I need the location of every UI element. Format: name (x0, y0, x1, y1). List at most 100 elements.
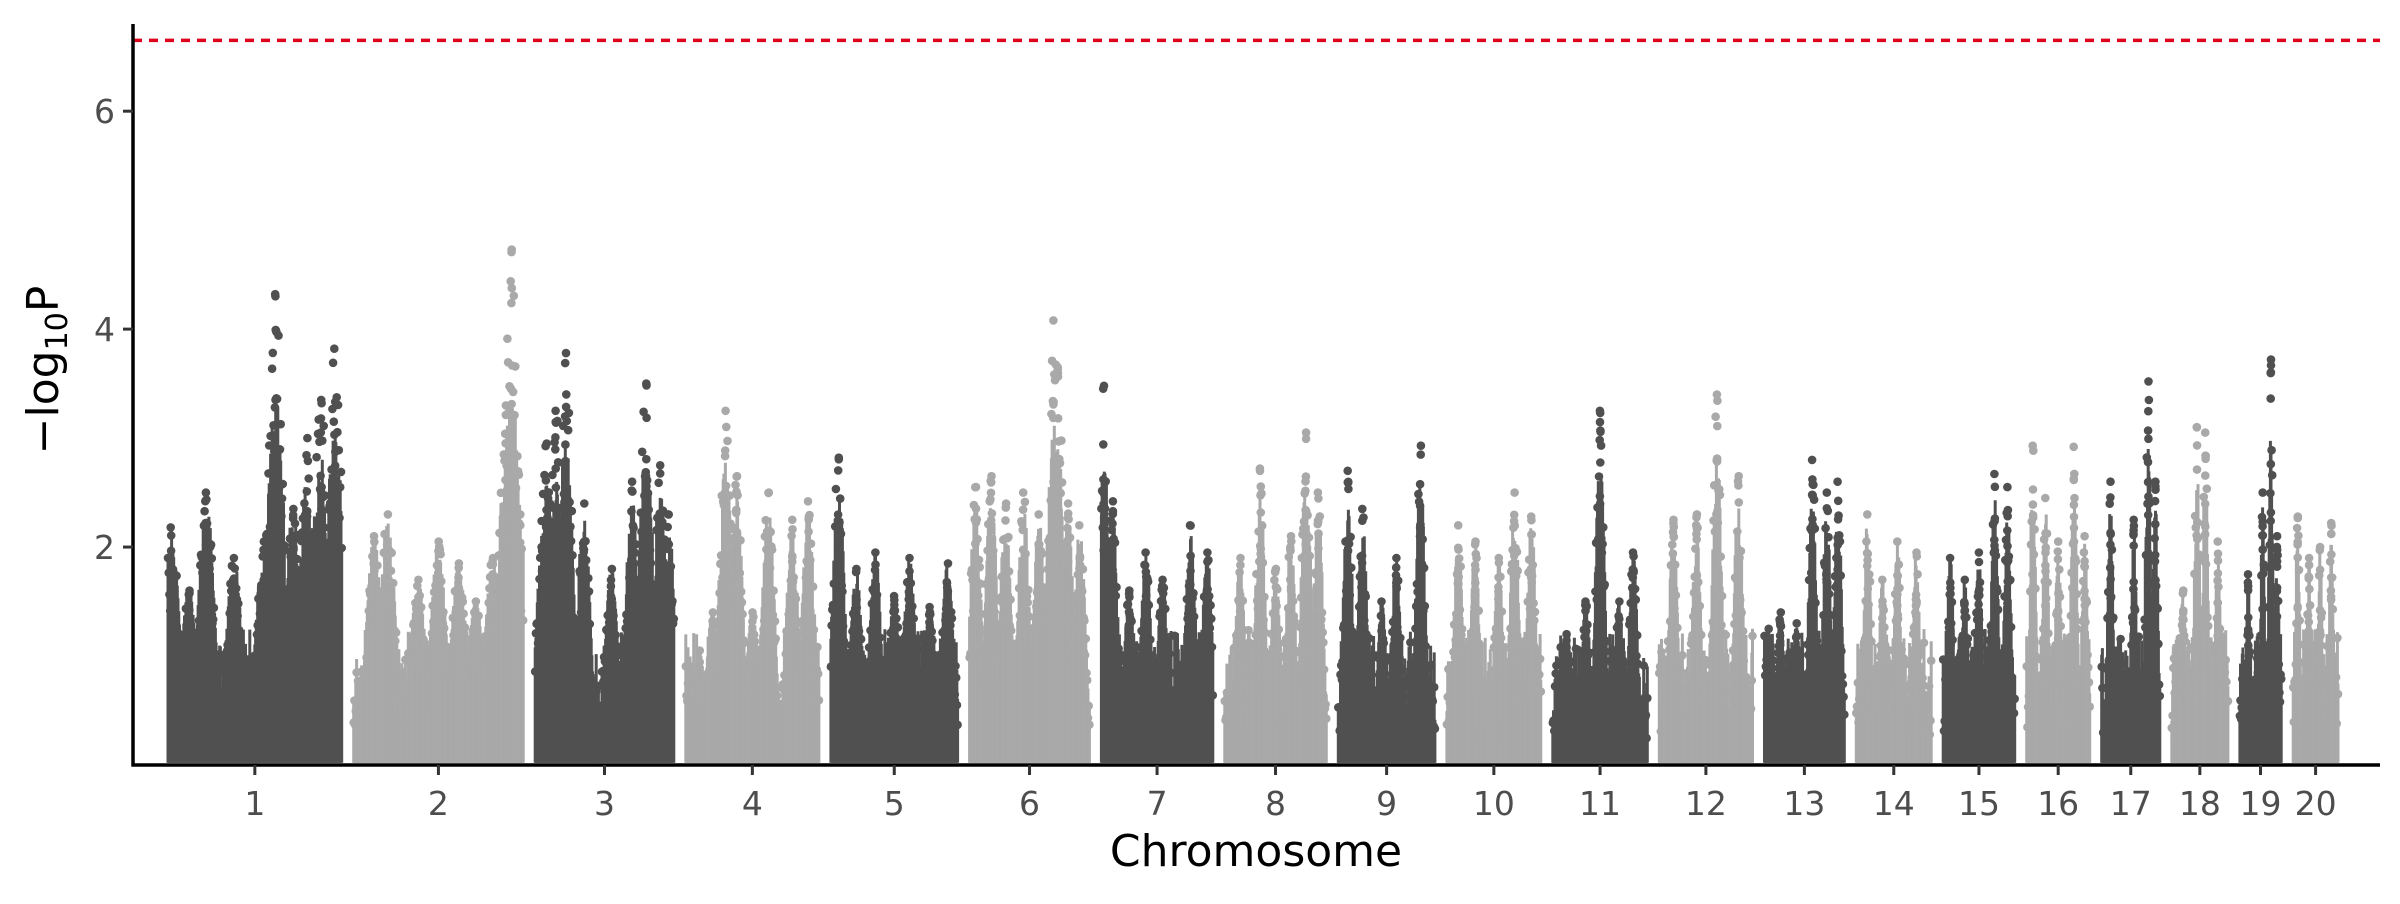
snp-point (1494, 573, 1503, 582)
snp-point (986, 477, 995, 486)
snp-point (638, 448, 647, 457)
snp-point (972, 576, 981, 585)
snp-point (269, 349, 278, 358)
snp-point (561, 457, 570, 466)
snp-point (1344, 547, 1353, 556)
snp-point (1141, 600, 1150, 609)
snp-point (434, 619, 443, 628)
snp-point (1792, 681, 1801, 690)
snp-point (288, 538, 297, 547)
snp-point (665, 588, 674, 597)
snp-point (975, 563, 984, 572)
snp-point (202, 495, 211, 504)
snp-point (515, 577, 524, 586)
snp-point (1236, 613, 1245, 622)
snp-point (1109, 507, 1118, 516)
snp-point (561, 412, 570, 421)
snp-point (764, 593, 773, 602)
snp-point (765, 547, 774, 556)
snp-point (413, 582, 422, 591)
snp-point (723, 437, 732, 446)
snp-point (708, 636, 717, 645)
snp-point (1416, 523, 1425, 532)
snp-point (1159, 589, 1168, 598)
snp-point (1286, 628, 1295, 637)
snp-point (764, 562, 773, 571)
snp-point (972, 518, 981, 527)
snp-point (1186, 521, 1195, 530)
snp-point (1792, 653, 1801, 662)
snp-point (1416, 579, 1425, 588)
snp-point (551, 407, 560, 416)
snp-point (542, 567, 551, 576)
snp-point (708, 617, 717, 626)
snp-point (1235, 599, 1244, 608)
snp-point (230, 554, 239, 563)
snp-point (1582, 639, 1591, 648)
snp-point (1038, 549, 1047, 558)
snp-point (1058, 478, 1067, 487)
snp-point (1615, 597, 1624, 606)
snp-point (317, 552, 326, 561)
snp-point (1693, 525, 1702, 534)
snp-point (1314, 488, 1323, 497)
snp-point (201, 519, 210, 528)
snp-point (1510, 598, 1519, 607)
snp-point (1344, 478, 1353, 487)
snp-point (1256, 491, 1265, 500)
snp-point (1125, 621, 1134, 630)
snp-point (972, 504, 981, 513)
snp-point (454, 564, 463, 573)
snp-point (501, 456, 510, 465)
snp-point (515, 519, 524, 528)
snp-point (607, 592, 616, 601)
snp-point (472, 597, 481, 606)
snp-point (642, 379, 651, 388)
chromosome-3-points (531, 349, 678, 763)
snp-point (1474, 606, 1483, 615)
snp-point (809, 582, 818, 591)
snp-point (804, 515, 813, 524)
snp-point (230, 564, 239, 573)
snp-point (642, 455, 651, 464)
snp-point (552, 483, 561, 492)
snp-point (508, 361, 517, 370)
snp-point (1064, 509, 1073, 518)
snp-point (1314, 529, 1323, 538)
snp-point (1454, 544, 1463, 553)
snp-point (580, 567, 589, 576)
snp-point (1035, 615, 1044, 624)
snp-point (871, 566, 880, 575)
snp-point (1075, 521, 1084, 530)
snp-point (1378, 641, 1387, 650)
snp-point (304, 474, 313, 483)
snp-point (1764, 653, 1773, 662)
snp-point (303, 434, 312, 443)
snp-point (1716, 552, 1725, 561)
snp-point (502, 411, 511, 420)
snp-point (1416, 502, 1425, 511)
chromosome-12-points (1655, 390, 1757, 763)
snp-point (695, 658, 704, 667)
chromosome-4-points (682, 407, 824, 763)
snp-point (975, 556, 984, 565)
snp-point (1416, 480, 1425, 489)
snp-point (1054, 414, 1063, 423)
snp-point (515, 470, 524, 479)
snp-point (656, 545, 665, 554)
snp-point (835, 455, 844, 464)
snp-point (1776, 631, 1785, 640)
snp-point (1142, 611, 1151, 620)
snp-point (1563, 650, 1572, 659)
snp-point (551, 564, 560, 573)
snp-point (905, 588, 914, 597)
snp-point (1510, 562, 1519, 571)
snp-point (722, 523, 731, 532)
snp-point (926, 608, 935, 617)
snp-point (1257, 508, 1266, 517)
snp-point (1203, 548, 1212, 557)
snp-point (748, 617, 757, 626)
snp-point (1454, 521, 1463, 530)
snp-point (542, 523, 551, 532)
snp-point (1711, 412, 1720, 421)
